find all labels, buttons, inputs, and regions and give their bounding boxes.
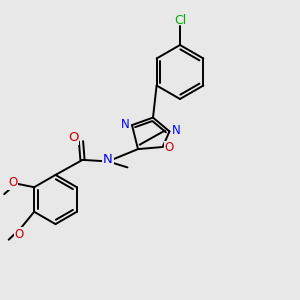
Text: N: N (103, 153, 113, 167)
Text: Cl: Cl (174, 14, 186, 28)
Text: O: O (8, 176, 17, 189)
Text: O: O (15, 228, 24, 241)
Text: O: O (165, 141, 174, 154)
Text: O: O (68, 131, 79, 144)
Text: N: N (121, 118, 130, 131)
Text: N: N (172, 124, 181, 137)
